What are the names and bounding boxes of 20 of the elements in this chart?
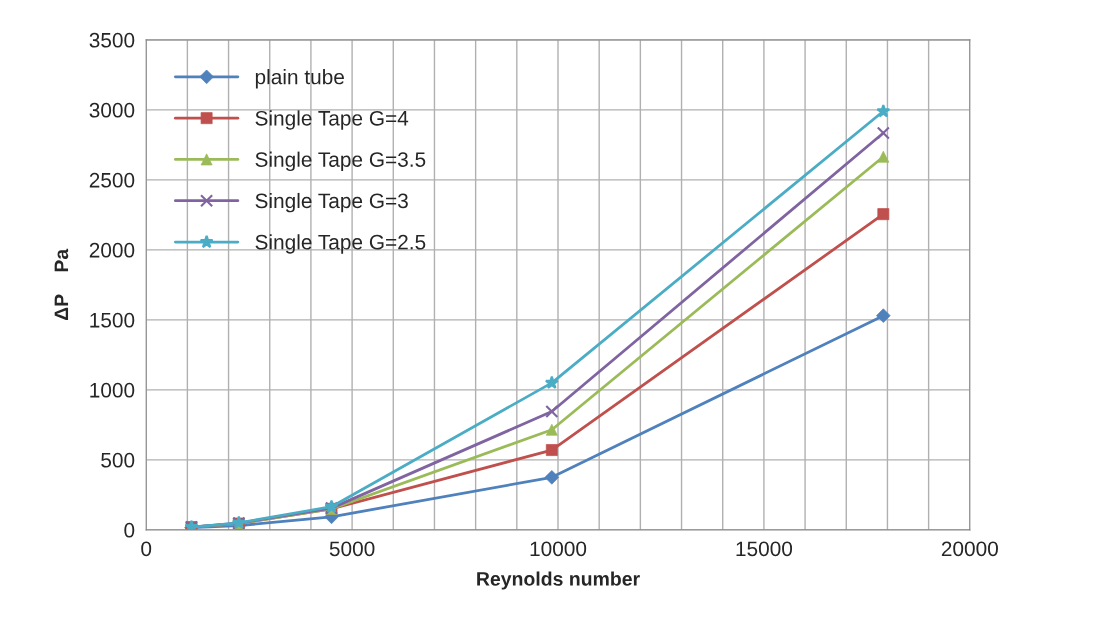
y-tick-label: 500	[101, 452, 135, 468]
legend-label: plain tube	[255, 69, 344, 89]
y-tick-label: 0	[124, 522, 135, 538]
legend-label: Single Tape G=4	[255, 110, 409, 130]
y-tick-label: 3000	[89, 102, 135, 118]
x-tick-label: 20000	[941, 541, 998, 557]
y-tick-label: 3500	[89, 32, 135, 48]
x-tick-label: 0	[141, 541, 152, 557]
legend-label: Single Tape G=2.5	[255, 234, 426, 254]
legend-label: Single Tape G=3.5	[255, 151, 426, 172]
x-axis-title: Reynolds number	[477, 571, 640, 590]
y-axis-title: ΔP Pa	[54, 248, 69, 321]
x-tick-label: 5000	[329, 541, 375, 557]
y-tick-label: 1000	[90, 382, 135, 398]
x-tick-label: 10000	[530, 541, 587, 557]
y-tick-label: 2000	[89, 242, 135, 258]
x-tick-label: 15000	[736, 541, 793, 557]
y-tick-label: 2500	[89, 172, 135, 188]
legend-label: Single Tape G=3	[255, 192, 408, 213]
y-tick-label: 1500	[90, 312, 135, 328]
